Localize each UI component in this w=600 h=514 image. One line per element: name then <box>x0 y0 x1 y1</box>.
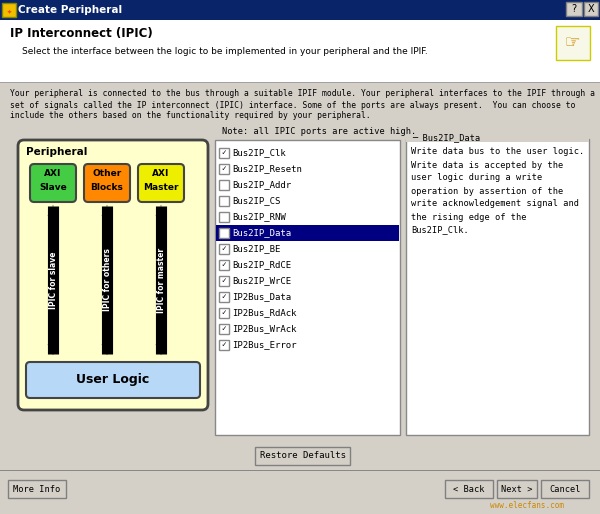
Text: Write data bus to the user logic.: Write data bus to the user logic. <box>411 148 584 156</box>
Text: ☞: ☞ <box>566 33 580 53</box>
Text: Bus2IP_WrCE: Bus2IP_WrCE <box>232 277 291 285</box>
Bar <box>219 260 229 270</box>
Text: Next >: Next > <box>501 485 533 493</box>
Bar <box>219 148 229 158</box>
Bar <box>216 225 399 241</box>
Text: Bus2IP_RdCE: Bus2IP_RdCE <box>232 261 291 269</box>
Text: ✓: ✓ <box>221 340 226 350</box>
Text: Bus2IP_Resetn: Bus2IP_Resetn <box>232 164 302 174</box>
Text: ✓: ✓ <box>221 245 226 253</box>
Text: More Info: More Info <box>13 485 61 493</box>
FancyBboxPatch shape <box>84 164 130 202</box>
Text: AXI: AXI <box>152 170 170 178</box>
Text: Other: Other <box>92 170 122 178</box>
Bar <box>219 324 229 334</box>
Bar <box>554 24 592 62</box>
Text: X: X <box>587 4 595 14</box>
Text: ✓: ✓ <box>221 261 226 269</box>
Text: Bus2IP_Data: Bus2IP_Data <box>232 229 291 237</box>
Text: Bus2IP_CS: Bus2IP_CS <box>232 196 280 206</box>
Text: Cancel: Cancel <box>549 485 581 493</box>
Text: Slave: Slave <box>39 183 67 193</box>
Text: Your peripheral is connected to the bus through a suitable IPIF module. Your per: Your peripheral is connected to the bus … <box>10 89 595 99</box>
Bar <box>0 470 600 471</box>
Bar <box>219 228 229 238</box>
Bar <box>255 447 350 465</box>
Text: IPIC for slave: IPIC for slave <box>49 251 58 309</box>
Text: IPIC for master: IPIC for master <box>157 247 166 313</box>
Text: write acknowledgement signal and: write acknowledgement signal and <box>411 199 579 209</box>
Text: Note: all IPIC ports are active high.: Note: all IPIC ports are active high. <box>222 126 416 136</box>
Text: AXI: AXI <box>44 170 62 178</box>
Bar <box>445 480 493 498</box>
Bar <box>584 2 598 16</box>
FancyBboxPatch shape <box>18 140 208 410</box>
FancyBboxPatch shape <box>138 164 184 202</box>
Text: < Back: < Back <box>453 485 485 493</box>
Bar <box>219 340 229 350</box>
FancyBboxPatch shape <box>26 362 200 398</box>
Text: ✓: ✓ <box>221 277 226 285</box>
Text: operation by assertion of the: operation by assertion of the <box>411 187 563 195</box>
Text: Master: Master <box>143 183 179 193</box>
Text: Create Peripheral: Create Peripheral <box>18 5 122 15</box>
Text: Write data is accepted by the: Write data is accepted by the <box>411 160 563 170</box>
Text: IP2Bus_RdAck: IP2Bus_RdAck <box>232 308 296 318</box>
Bar <box>497 480 537 498</box>
Text: Select the interface between the logic to be implemented in your peripheral and : Select the interface between the logic t… <box>22 47 428 57</box>
Text: ?: ? <box>571 4 577 14</box>
Bar <box>0 82 600 83</box>
Text: ✓: ✓ <box>221 292 226 302</box>
Text: www.elecfans.com: www.elecfans.com <box>490 501 564 509</box>
Text: Blocks: Blocks <box>91 183 124 193</box>
Bar <box>406 139 589 435</box>
Text: include the others based on the functionality required by your peripheral.: include the others based on the function… <box>10 112 371 120</box>
Text: Bus2IP_Addr: Bus2IP_Addr <box>232 180 291 190</box>
Text: set of signals called the IP interconnect (IPIC) interface. Some of the ports ar: set of signals called the IP interconnec… <box>10 101 575 109</box>
Text: ✦: ✦ <box>7 7 11 15</box>
Text: ✓: ✓ <box>221 164 226 174</box>
Bar <box>219 180 229 190</box>
Text: IPIC for others: IPIC for others <box>103 249 112 311</box>
Bar <box>219 244 229 254</box>
Text: Bus2IP_Clk: Bus2IP_Clk <box>232 149 286 157</box>
Bar <box>219 212 229 222</box>
Bar <box>556 26 590 60</box>
Text: IP2Bus_WrAck: IP2Bus_WrAck <box>232 324 296 334</box>
Bar <box>215 140 400 435</box>
Bar <box>219 292 229 302</box>
Text: IP2Bus_Data: IP2Bus_Data <box>232 292 291 302</box>
Bar <box>0 83 600 514</box>
Text: ✓: ✓ <box>221 324 226 334</box>
Bar <box>0 20 600 82</box>
Text: ✓: ✓ <box>221 308 226 318</box>
Text: the rising edge of the: the rising edge of the <box>411 212 527 222</box>
Text: ✓: ✓ <box>221 229 226 237</box>
Bar <box>2 3 16 17</box>
Bar <box>0 0 600 20</box>
Bar <box>541 480 589 498</box>
Text: IP2Bus_Error: IP2Bus_Error <box>232 340 296 350</box>
Text: ─ Bus2IP_Data: ─ Bus2IP_Data <box>412 134 480 142</box>
Bar <box>8 480 66 498</box>
Bar <box>219 196 229 206</box>
Text: user logic during a write: user logic during a write <box>411 174 542 182</box>
Text: Bus2IP_RNW: Bus2IP_RNW <box>232 212 286 222</box>
Bar <box>219 276 229 286</box>
Bar <box>566 2 582 16</box>
Text: ✓: ✓ <box>221 149 226 157</box>
Bar <box>219 164 229 174</box>
Text: Restore Defaults: Restore Defaults <box>260 451 346 461</box>
Bar <box>406 132 589 142</box>
FancyBboxPatch shape <box>30 164 76 202</box>
Text: Bus2IP_Clk.: Bus2IP_Clk. <box>411 226 469 234</box>
Bar <box>219 308 229 318</box>
Text: Bus2IP_BE: Bus2IP_BE <box>232 245 280 253</box>
Bar <box>0 471 600 514</box>
Text: IP Interconnect (IPIC): IP Interconnect (IPIC) <box>10 28 153 41</box>
Text: Peripheral: Peripheral <box>26 147 88 157</box>
Text: User Logic: User Logic <box>76 374 149 387</box>
